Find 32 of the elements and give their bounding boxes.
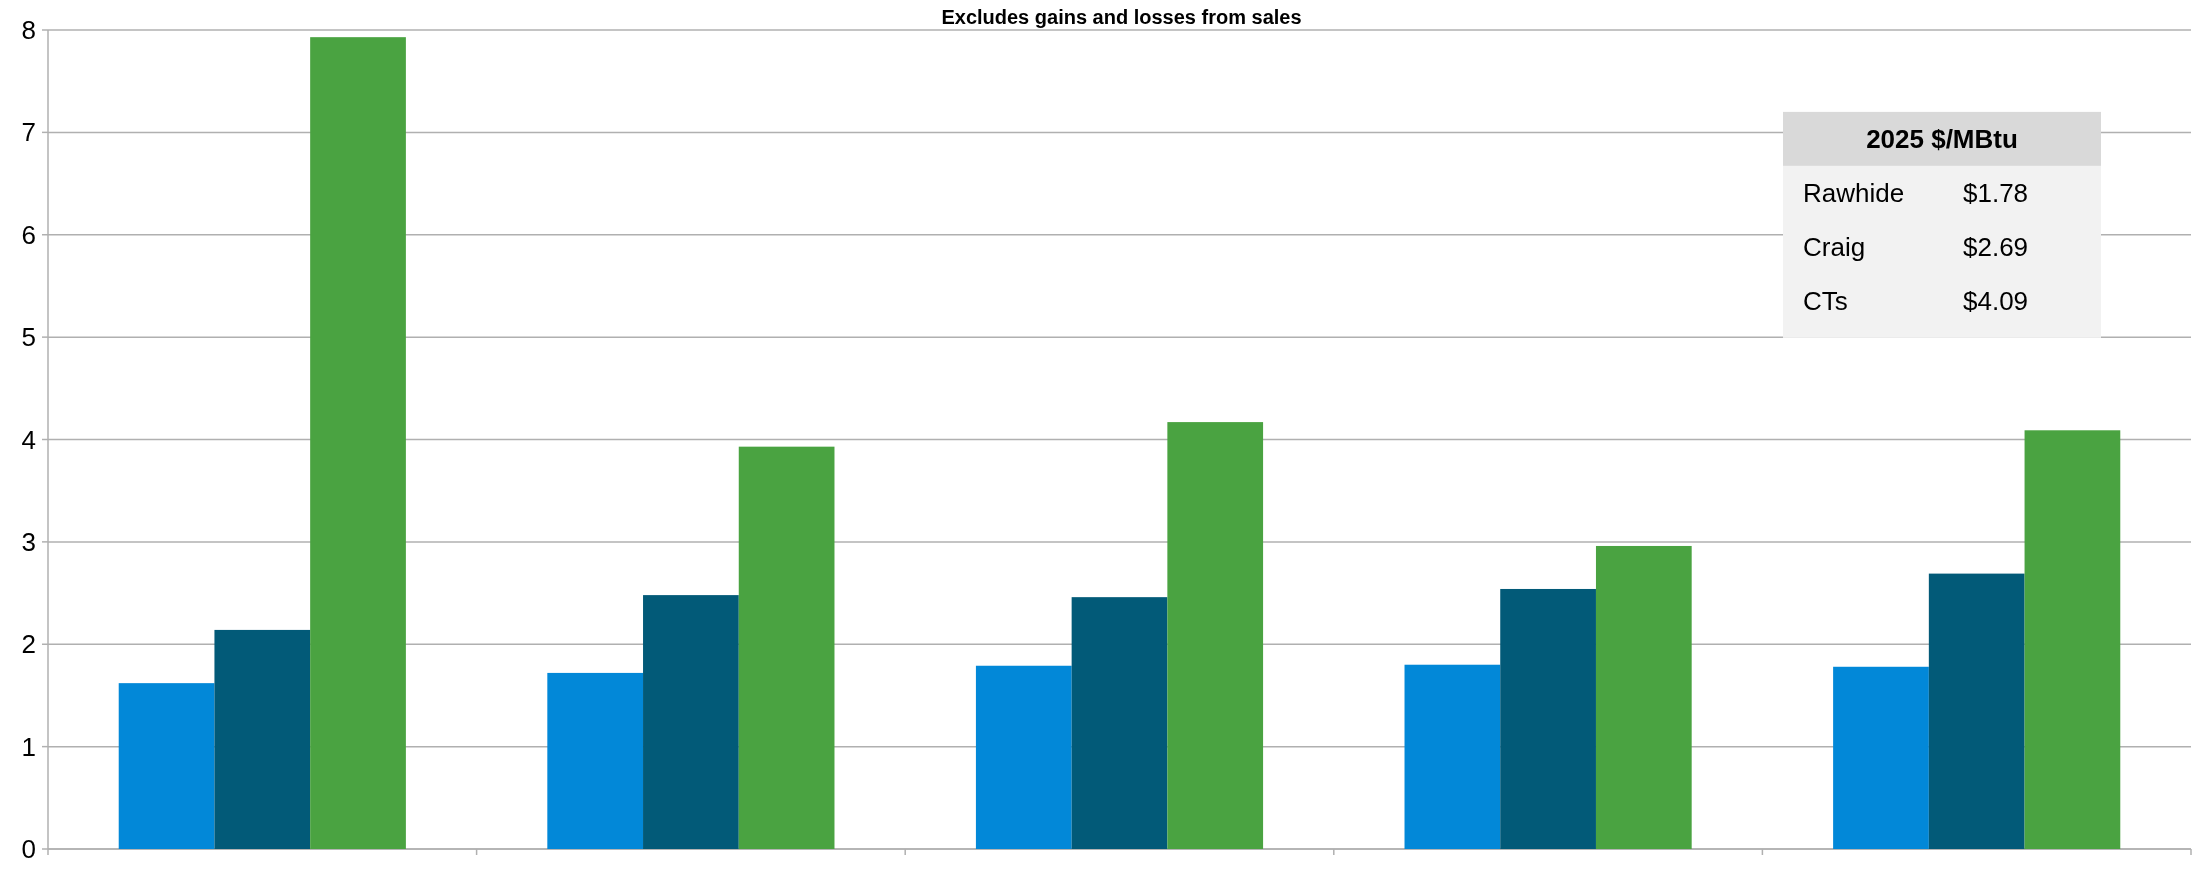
annotation: $1.78	[1963, 178, 2029, 208]
y-tick-label: 3	[21, 526, 36, 557]
bar	[118, 683, 215, 849]
y-tick-label: 7	[21, 117, 36, 148]
bar	[547, 672, 644, 849]
annotation: CTs	[1803, 286, 1848, 316]
y-tick-label: 5	[21, 322, 36, 353]
bar	[1928, 573, 2025, 849]
bar	[1071, 597, 1168, 849]
bar	[1595, 545, 1692, 849]
bar	[2024, 430, 2121, 849]
y-tick-label: 6	[21, 219, 36, 250]
y-tick-label: 0	[21, 834, 36, 865]
annotation: $2.69	[1963, 232, 2029, 262]
annotation: Craig	[1803, 232, 1866, 262]
y-tick-label: 4	[21, 424, 36, 455]
y-tick-label: 2	[21, 629, 36, 660]
bar	[1500, 588, 1596, 849]
y-tick-label: 8	[21, 15, 36, 46]
bar	[214, 629, 311, 849]
y-tick-label: 1	[21, 731, 36, 762]
annotation: Rawhide	[1803, 178, 1905, 208]
bar	[1404, 664, 1501, 849]
chart-title: Excludes gains and losses from sales	[941, 6, 1302, 28]
bar	[310, 37, 406, 849]
annotation: 2025 $/MBtu	[1866, 124, 2018, 154]
bar	[1833, 666, 1929, 849]
annotation: $4.09	[1963, 286, 2029, 316]
bar	[975, 665, 1072, 849]
bar	[738, 446, 835, 849]
bar	[1167, 422, 1264, 849]
bar	[643, 595, 739, 849]
